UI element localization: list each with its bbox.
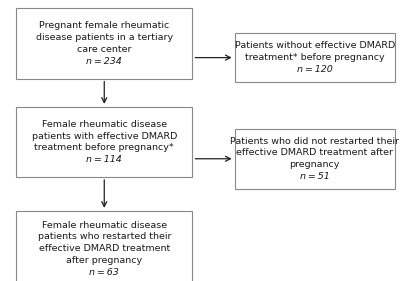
Text: after pregnancy: after pregnancy [66, 256, 142, 265]
FancyBboxPatch shape [235, 33, 395, 82]
FancyBboxPatch shape [235, 129, 395, 189]
Text: treatment* before pregnancy: treatment* before pregnancy [245, 53, 385, 62]
Text: effective DMARD treatment: effective DMARD treatment [38, 244, 170, 253]
Text: disease patients in a tertiary: disease patients in a tertiary [36, 33, 173, 42]
Text: pregnancy: pregnancy [290, 160, 340, 169]
Text: Patients without effective DMARD: Patients without effective DMARD [235, 41, 395, 50]
FancyBboxPatch shape [16, 8, 192, 79]
Text: n = 63: n = 63 [89, 268, 119, 277]
Text: patients who restarted their: patients who restarted their [38, 232, 171, 241]
Text: care center: care center [77, 45, 132, 54]
FancyBboxPatch shape [16, 107, 192, 177]
Text: n = 114: n = 114 [86, 155, 122, 164]
FancyBboxPatch shape [16, 211, 192, 281]
Text: patients with effective DMARD: patients with effective DMARD [32, 132, 177, 140]
Text: Pregnant female rheumatic: Pregnant female rheumatic [39, 21, 169, 30]
Text: n = 234: n = 234 [86, 57, 122, 66]
Text: n = 120: n = 120 [297, 65, 333, 74]
Text: Female rheumatic disease: Female rheumatic disease [42, 221, 167, 230]
Text: effective DMARD treatment after: effective DMARD treatment after [236, 148, 393, 157]
Text: Patients who did not restarted their: Patients who did not restarted their [230, 137, 399, 146]
Text: n = 51: n = 51 [300, 172, 330, 181]
Text: Female rheumatic disease: Female rheumatic disease [42, 120, 167, 129]
Text: treatment before pregnancy*: treatment before pregnancy* [34, 143, 174, 152]
